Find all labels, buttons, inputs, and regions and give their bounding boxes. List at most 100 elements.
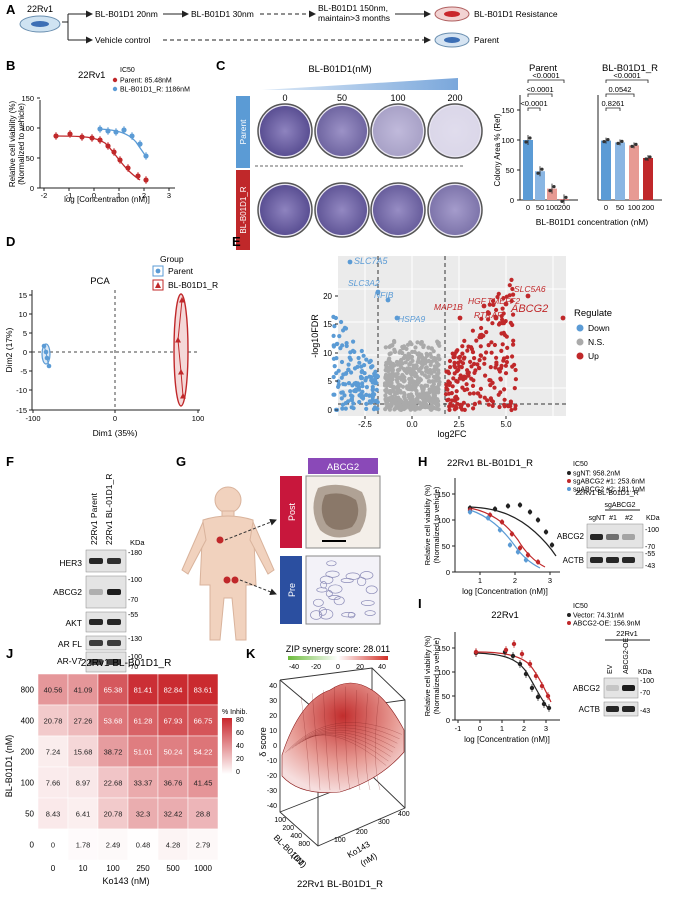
resistant-bar-dot	[606, 138, 610, 142]
chart-h-legend-marker	[567, 487, 571, 491]
up-point	[452, 360, 457, 365]
blot-f-protein-label: AR FL	[58, 639, 82, 649]
pca-xtick-label: 100	[192, 414, 205, 423]
blot-h-band	[606, 557, 619, 563]
up-point	[474, 338, 479, 343]
pca-ytick-label: 15	[19, 291, 27, 300]
blot-f-strip	[85, 635, 127, 651]
row-parent-label: Parent	[238, 119, 248, 145]
bar-xtick-label: 50	[536, 203, 544, 212]
synergy-surface	[281, 682, 405, 793]
colony-stain-parent	[430, 106, 480, 156]
pca-ytick-label: -5	[20, 367, 27, 376]
ns-point	[403, 400, 408, 405]
ns-point	[400, 372, 405, 378]
ns-point	[409, 395, 414, 400]
zip-ztick: -30	[267, 788, 277, 795]
surface-mesh-line	[375, 696, 381, 791]
up-point	[506, 404, 511, 409]
heatmap-row-label: 200	[21, 748, 35, 757]
up-point	[512, 386, 517, 391]
panel-letter-d: D	[6, 234, 15, 249]
lesion-marker-pre-2	[231, 576, 239, 584]
heatmap-cell	[67, 828, 99, 861]
parent-point	[67, 131, 73, 137]
panel-letter-h: H	[418, 454, 427, 469]
ns-point	[409, 355, 414, 361]
resistant-pca-point	[180, 393, 186, 399]
blot-h-group: sgABCG2	[604, 502, 635, 509]
up-point	[503, 319, 508, 324]
heatmap-cell-value: 66.75	[194, 717, 213, 726]
up-point	[499, 331, 504, 336]
blot-f-marker: -70	[128, 664, 138, 671]
up-point	[447, 407, 452, 412]
ns-point	[387, 356, 392, 361]
ns-point	[384, 405, 389, 410]
bar-ytick-label: 0	[510, 196, 514, 205]
ns-point	[434, 360, 439, 365]
ns-point	[423, 366, 428, 371]
blot-f-protein-label: AKT	[65, 618, 82, 628]
ns-point	[383, 393, 388, 398]
heatmap-cell-value: 81.41	[134, 686, 153, 695]
ns-point	[405, 342, 411, 347]
heatmap-cell-value: 50.24	[164, 748, 183, 757]
down-point	[352, 366, 358, 371]
up-point	[472, 361, 477, 366]
chart-b-legend-title: IC50	[120, 67, 135, 74]
blot-h-kda: KDa	[646, 515, 660, 522]
blot-f-protein-label: AR-V7	[57, 656, 82, 666]
heatmap-cell-value: 51.01	[134, 748, 153, 757]
chart-i-point	[529, 685, 535, 691]
ns-point	[396, 389, 401, 394]
down-point	[340, 390, 345, 395]
chart-i-xtick-label: 1	[500, 724, 504, 733]
chart-b-xtick-label: 1	[117, 191, 121, 200]
panel-d: D PCA Group Parent BL-B01D1_R -100 0 100-1…	[4, 234, 218, 438]
down-point	[346, 381, 352, 386]
heatmap-cell-value: 22.68	[104, 779, 123, 788]
zip-ztick: -40	[267, 803, 277, 810]
heatmap-col-label: 0	[51, 864, 56, 873]
resistance-label: BL-B01D1 Resistance	[474, 9, 558, 19]
up-point	[509, 407, 514, 413]
ns-point	[388, 373, 393, 378]
up-point	[479, 335, 484, 340]
up-point	[456, 360, 461, 365]
ns-point	[405, 357, 411, 362]
up-point	[482, 395, 487, 400]
heatmap-legend-tick: 80	[236, 717, 244, 724]
parent-bar-dot	[564, 195, 568, 199]
up-point	[462, 338, 467, 343]
volcano-xlabel: log2FC	[437, 429, 467, 439]
surface-mesh-line	[295, 730, 396, 748]
heatmap-legend-tick: 20	[236, 756, 244, 763]
down-point	[346, 399, 351, 404]
down-point	[363, 378, 368, 383]
resistant-pca-point	[178, 369, 184, 375]
panel-c: C BL-B01D1(nM) 0 50 100 200 Parent BL-B01D1…	[216, 58, 662, 250]
heatmap-row-label: 0	[30, 841, 35, 850]
zip-title: ZIP synergy score: 28.011	[286, 644, 390, 654]
up-point	[505, 345, 510, 350]
blot-f-band	[89, 640, 103, 646]
up-point	[500, 306, 505, 311]
blot-h-lane-label: #2	[625, 515, 633, 522]
chart-h-ytick-label: 50	[442, 542, 450, 551]
up-gene-point	[503, 301, 509, 307]
ns-point	[423, 383, 428, 388]
concentration-wedge	[262, 78, 458, 90]
down-point	[344, 343, 349, 349]
heatmap-cell	[187, 766, 219, 799]
blot-h-marker: -100	[645, 527, 659, 534]
up-point	[501, 358, 506, 363]
zip-ztick: -20	[267, 773, 277, 780]
parent-sig-bracket	[527, 93, 553, 97]
up-point	[454, 378, 459, 384]
heatmap-cell	[157, 797, 189, 830]
up-point	[513, 377, 519, 382]
ns-point	[423, 356, 428, 361]
chart-h-point	[467, 509, 473, 515]
heatmap-cell	[67, 735, 99, 768]
